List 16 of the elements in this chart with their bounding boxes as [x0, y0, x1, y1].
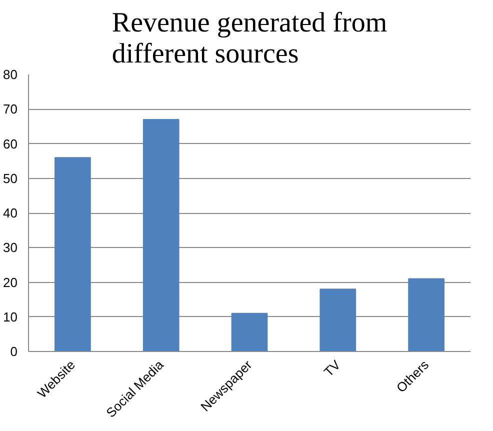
y-tick-label: 20: [3, 274, 18, 290]
y-tick-label: 80: [3, 67, 18, 82]
bar: [408, 278, 444, 352]
y-tick-label: 50: [3, 170, 18, 186]
x-tick-label: TV: [320, 356, 344, 380]
bar: [320, 288, 356, 352]
bar: [142, 119, 180, 352]
y-tick-label: 60: [3, 136, 18, 152]
y-tick-label: 0: [10, 344, 18, 359]
y-tick-label: 10: [3, 309, 18, 324]
y-tick-label: 70: [3, 102, 18, 117]
chart-title: Revenue generated from different sources: [112, 8, 388, 70]
y-tick-label: 30: [3, 240, 18, 256]
bar: [231, 312, 268, 352]
y-tick-label: 40: [3, 206, 18, 220]
bar: [54, 157, 91, 352]
